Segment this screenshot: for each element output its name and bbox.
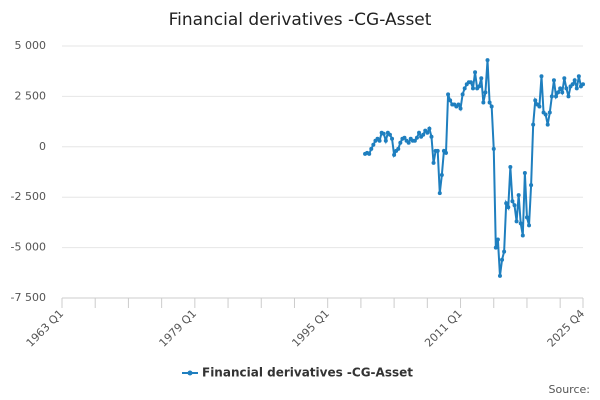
point [504,201,509,206]
point [387,132,392,137]
point [560,90,565,95]
point [566,94,571,99]
point [512,203,517,208]
point [367,151,372,156]
point [574,86,579,91]
point [545,122,550,127]
x-tick-label: 1995 Q1 [289,307,332,350]
x-tick-label: 2025 Q4 [545,307,588,350]
point [508,164,513,169]
point [435,148,440,153]
y-tick-label: 2 500 [15,89,47,102]
point [516,193,521,198]
point [439,173,444,178]
point [562,76,567,81]
point [477,84,482,89]
point [495,237,500,242]
point [533,98,538,103]
point [549,94,554,99]
point [543,112,548,117]
point [402,135,407,140]
point [576,74,581,79]
point [547,110,552,115]
point [427,126,432,131]
point [412,138,417,143]
point [421,132,426,137]
point [570,82,575,87]
point [551,78,556,83]
y-tick-label: -2 500 [11,190,46,203]
point [564,86,569,91]
point [479,76,484,81]
point [510,199,515,204]
point [524,215,529,220]
point [473,70,478,75]
point [487,100,492,105]
point [431,160,436,165]
point [406,140,411,145]
point [572,78,577,83]
y-tick-label: -7 500 [11,291,46,304]
point [429,134,434,139]
point [396,146,401,151]
point [460,92,465,97]
point [491,146,496,151]
point [437,191,442,196]
point [506,205,511,210]
point [462,86,467,91]
point [539,74,544,79]
point [377,138,382,143]
point [531,122,536,127]
point [448,98,453,103]
point [500,257,505,262]
point [502,249,507,254]
point [518,221,523,226]
point [485,58,490,63]
point [558,86,563,91]
point [446,92,451,97]
y-tick-label: -5 000 [11,241,46,254]
point [520,233,525,238]
point [489,104,494,109]
point [458,106,463,111]
point [529,183,534,188]
point [392,152,397,157]
x-tick-label: 2011 Q1 [422,307,465,350]
x-tick-label: 1979 Q1 [157,307,200,350]
point [425,130,430,135]
point [414,135,419,140]
source: Source: [549,383,591,396]
x-tick-label: 1963 Q1 [24,307,67,350]
point [456,102,461,107]
point [522,171,527,176]
series-line [364,60,584,276]
point [514,219,519,224]
legend-marker [187,370,193,376]
point [444,150,449,155]
point [527,223,532,228]
point [483,90,488,95]
point [468,80,473,85]
point [383,138,388,143]
point [497,273,502,278]
y-tick-label: 0 [39,140,46,153]
point [481,100,486,105]
point [369,146,374,151]
point [554,94,559,99]
point [556,90,561,95]
point [390,136,395,141]
point [581,82,585,87]
point [381,131,386,136]
legend-label: Financial derivatives -CG-Asset [202,366,413,380]
point [470,86,475,91]
point [398,140,403,145]
point [493,245,498,250]
chart-title: Financial derivatives -CG-Asset [169,10,432,30]
y-tick-label: 5 000 [15,39,47,52]
point [371,142,376,147]
point [537,104,542,109]
point [417,130,422,135]
